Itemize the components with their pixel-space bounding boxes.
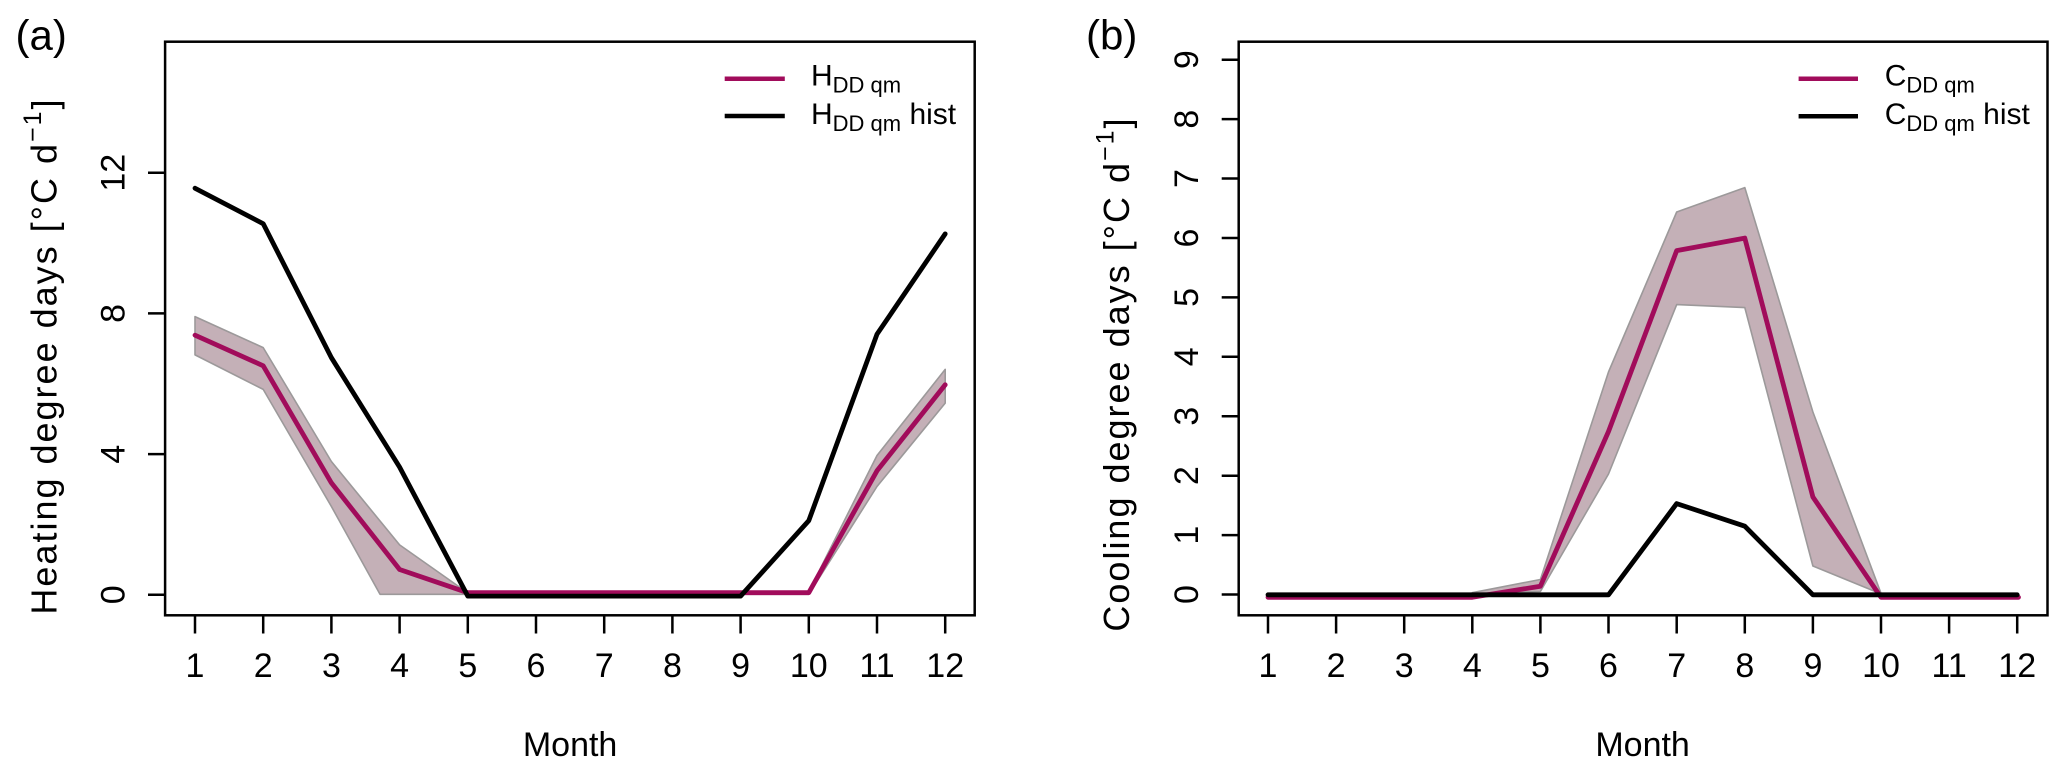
svg-text:11: 11 — [859, 647, 894, 685]
svg-text:7: 7 — [1667, 647, 1686, 685]
svg-text:12: 12 — [95, 154, 133, 192]
svg-text:12: 12 — [926, 647, 964, 685]
svg-text:9: 9 — [1803, 647, 1822, 685]
svg-text:2: 2 — [254, 647, 273, 685]
svg-text:6: 6 — [1599, 647, 1618, 685]
svg-text:8: 8 — [663, 647, 682, 685]
svg-text:3: 3 — [322, 647, 341, 685]
svg-text:1: 1 — [1259, 647, 1278, 685]
svg-text:11: 11 — [1931, 647, 1966, 685]
svg-text:Month: Month — [1595, 726, 1690, 762]
svg-text:8: 8 — [95, 304, 133, 323]
svg-text:2: 2 — [1168, 466, 1206, 485]
svg-text:8: 8 — [1168, 110, 1206, 129]
svg-text:4: 4 — [1168, 347, 1206, 366]
svg-text:CDD qm hist: CDD qm hist — [1885, 98, 2031, 136]
svg-text:0: 0 — [1168, 585, 1206, 604]
svg-text:4: 4 — [95, 445, 133, 464]
svg-text:7: 7 — [595, 647, 614, 685]
svg-text:10: 10 — [790, 647, 828, 685]
svg-text:3: 3 — [1395, 647, 1414, 685]
svg-text:6: 6 — [527, 647, 546, 685]
svg-text:1: 1 — [1168, 526, 1206, 545]
svg-text:2: 2 — [1327, 647, 1346, 685]
svg-text:4: 4 — [390, 647, 409, 685]
svg-text:Cooling degree days [°C d−1]: Cooling degree days [°C d−1] — [1092, 116, 1138, 631]
svg-text:5: 5 — [1531, 647, 1550, 685]
svg-text:6: 6 — [1168, 229, 1206, 248]
svg-text:3: 3 — [1168, 407, 1206, 426]
svg-text:9: 9 — [1168, 50, 1206, 69]
svg-text:8: 8 — [1735, 647, 1754, 685]
svg-text:4: 4 — [1463, 647, 1482, 685]
svg-text:Heating degree days [°C d−1]: Heating degree days [°C d−1] — [19, 97, 65, 614]
svg-text:0: 0 — [95, 585, 133, 604]
svg-text:7: 7 — [1168, 169, 1206, 188]
svg-text:9: 9 — [731, 647, 750, 685]
svg-text:5: 5 — [1168, 288, 1206, 307]
svg-text:10: 10 — [1862, 647, 1900, 685]
svg-text:(a): (a) — [16, 12, 67, 59]
svg-text:(b): (b) — [1086, 12, 1137, 59]
svg-text:Month: Month — [523, 726, 618, 762]
svg-text:5: 5 — [458, 647, 477, 685]
svg-text:1: 1 — [186, 647, 205, 685]
svg-text:12: 12 — [1998, 647, 2036, 685]
